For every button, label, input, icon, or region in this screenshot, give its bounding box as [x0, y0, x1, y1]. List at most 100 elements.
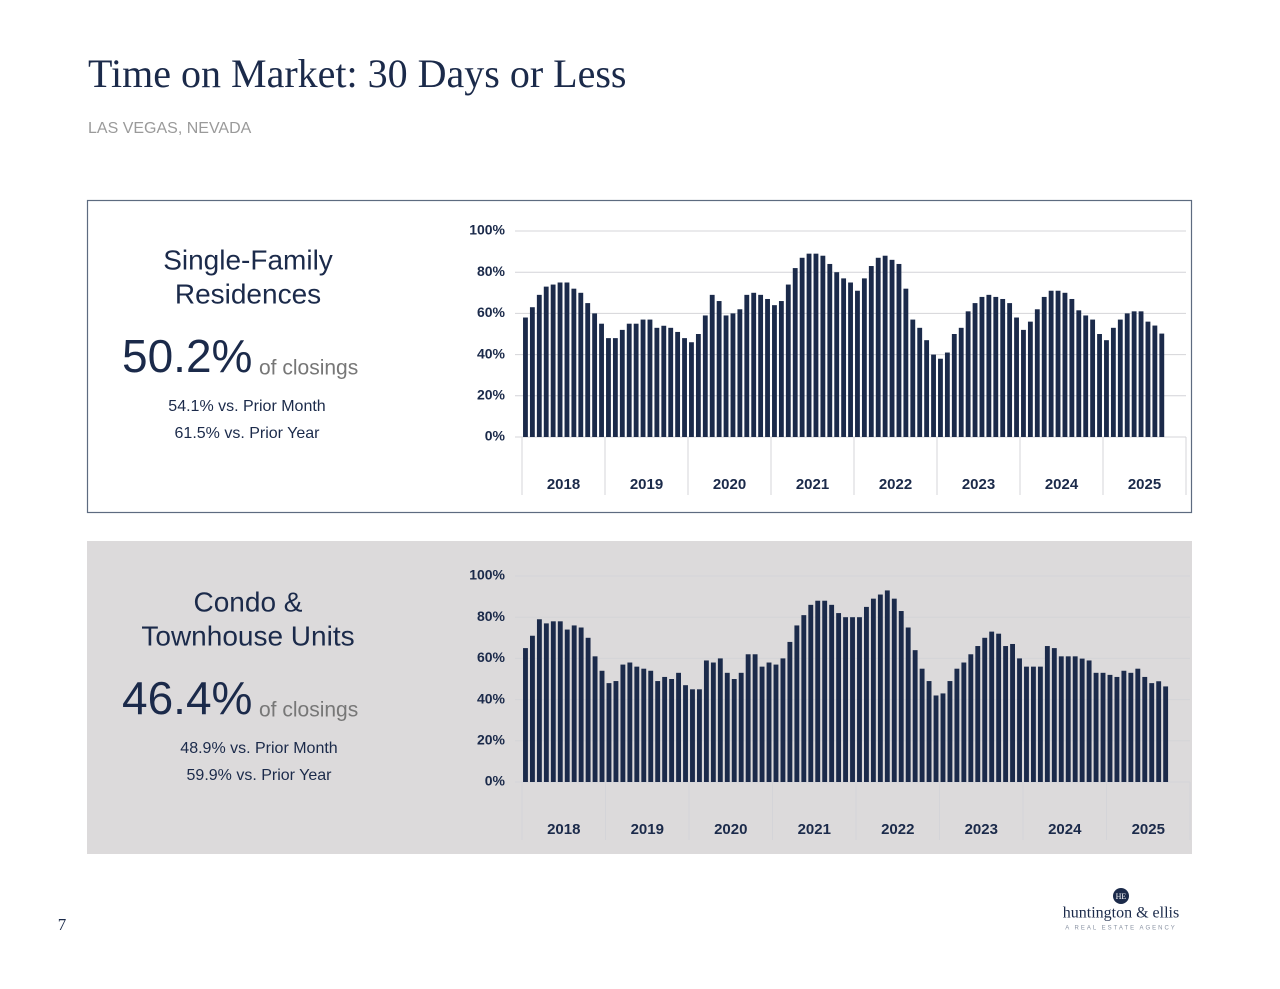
bar [661, 325, 667, 437]
bar [578, 292, 584, 437]
bar [1086, 660, 1092, 782]
bar [758, 294, 764, 437]
page-subtitle: LAS VEGAS, NEVADA [88, 120, 252, 137]
bar [905, 627, 911, 782]
bar [1058, 656, 1064, 782]
bar [619, 329, 625, 437]
x-group-label: 2022 [879, 476, 912, 493]
bar [993, 296, 999, 437]
x-group-label: 2020 [713, 476, 746, 493]
bar [1145, 321, 1151, 437]
bar [855, 290, 860, 437]
logo-tagline: A REAL ESTATE AGENCY [1065, 926, 1177, 932]
bar [954, 668, 960, 782]
bar [585, 637, 591, 782]
bar [557, 282, 563, 437]
panel-stat-label: of closings [259, 357, 358, 380]
x-group-label: 2025 [1132, 821, 1165, 838]
bar [951, 334, 957, 437]
bar [765, 298, 770, 437]
bar [648, 670, 654, 782]
bar [662, 676, 668, 782]
bar [564, 629, 570, 782]
bar [1149, 683, 1155, 782]
bar [785, 284, 791, 437]
panel-heading: Residences [175, 278, 321, 309]
bar [961, 662, 967, 782]
bar [710, 662, 716, 782]
panel-comparison: 54.1% vs. Prior Month [168, 398, 325, 415]
y-tick-label: 60% [477, 304, 506, 320]
bar [1104, 340, 1109, 437]
bar [633, 323, 639, 437]
y-tick-label: 0% [485, 428, 506, 444]
bar [1110, 327, 1116, 437]
bar [944, 352, 950, 437]
panel-stat: 50.2% [122, 330, 252, 382]
bar [1152, 325, 1158, 437]
bar [695, 334, 701, 437]
bar [772, 305, 777, 437]
bar [965, 311, 971, 437]
panel-comparison: 59.9% vs. Prior Year [187, 767, 333, 784]
bar [571, 625, 577, 782]
bar [1069, 298, 1075, 437]
bar [1100, 672, 1106, 782]
y-tick-label: 20% [477, 732, 506, 748]
bar [1135, 668, 1141, 782]
bar [627, 662, 633, 782]
bar [822, 600, 828, 782]
bar [1017, 658, 1022, 782]
bar [808, 604, 814, 782]
bar [585, 303, 591, 437]
bar [982, 637, 988, 782]
bar [745, 654, 751, 782]
bar [523, 648, 528, 782]
bar [751, 292, 757, 437]
x-group-label: 2018 [547, 821, 580, 838]
x-group-label: 2019 [630, 476, 663, 493]
bar [857, 617, 862, 782]
bar [1117, 319, 1123, 437]
panel-comparison: 61.5% vs. Prior Year [175, 425, 321, 442]
bar [850, 617, 855, 782]
y-tick-label: 60% [477, 649, 506, 665]
panel-heading: Townhouse Units [141, 620, 354, 651]
bar [1021, 329, 1026, 437]
bar [731, 679, 737, 782]
logo-name: huntington & ellis [1063, 905, 1179, 922]
bar [1024, 666, 1029, 782]
bar [773, 664, 779, 782]
bar [592, 313, 598, 437]
bar [972, 303, 978, 437]
bar [1065, 656, 1071, 782]
bar [1083, 315, 1089, 437]
bar [620, 664, 626, 782]
y-tick-label: 80% [477, 608, 506, 624]
bar [578, 627, 584, 782]
panel-stat: 46.4% [122, 672, 252, 724]
bar [996, 633, 1002, 782]
bar [933, 695, 939, 782]
bar [958, 327, 964, 437]
logo-monogram: HE [1116, 892, 1127, 901]
bar [1093, 672, 1099, 782]
y-tick-label: 100% [469, 222, 505, 238]
bar [829, 604, 835, 782]
bar [919, 668, 925, 782]
bar [926, 681, 932, 782]
bar [1062, 292, 1068, 437]
bar [1131, 311, 1137, 437]
x-group-label: 2022 [881, 821, 914, 838]
bar [794, 625, 800, 782]
bar [1044, 646, 1050, 782]
x-group-label: 2021 [798, 821, 831, 838]
bar [843, 617, 848, 782]
bar [827, 263, 833, 437]
bar [938, 358, 943, 437]
x-group-label: 2021 [796, 476, 829, 493]
bar [1055, 290, 1061, 437]
x-group-label: 2023 [962, 476, 995, 493]
bar [669, 679, 675, 782]
bar [896, 263, 902, 437]
